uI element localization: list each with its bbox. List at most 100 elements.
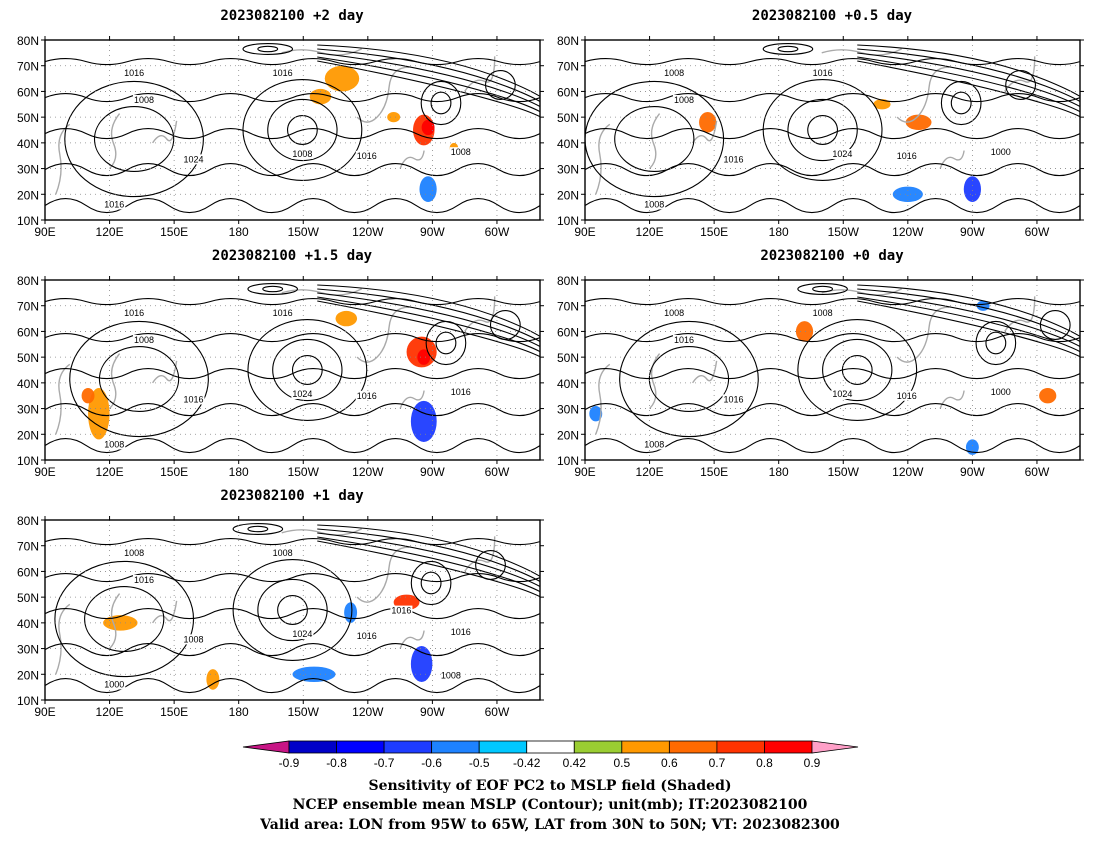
- lon-tick-label: 180: [229, 705, 249, 719]
- lon-tick-label: 120W: [352, 705, 384, 719]
- lat-tick-label: 10N: [17, 694, 39, 708]
- contour-label: 1016: [357, 391, 377, 401]
- contour-label: 1016: [273, 308, 293, 318]
- lon-tick-label: 90W: [420, 225, 445, 239]
- sensitivity-shade: [589, 406, 603, 422]
- panel-plus0-5-day: 2023082100 +0.5 day 1008 1008 1016 1016 1024…: [557, 8, 1084, 239]
- contour-label: 1024: [832, 149, 852, 159]
- colorbar-label: -0.8: [326, 756, 347, 770]
- contour-label: 1008: [664, 68, 684, 78]
- map-area: 1008 1008 1016 1016 1024 1016 1000 1008: [585, 40, 1080, 220]
- contour-label: 1000: [104, 679, 124, 689]
- colorbar-box: [621, 740, 670, 754]
- sensitivity-shade: [905, 114, 932, 130]
- map-frame: [584, 279, 1081, 461]
- sensitivity-shade: [417, 349, 431, 365]
- lat-tick-label: 20N: [17, 188, 39, 202]
- lon-tick-label: 60W: [1025, 465, 1050, 479]
- lat-tick-label: 10N: [557, 454, 579, 468]
- contour-label: 1024: [292, 629, 312, 639]
- contour-label: 1016: [723, 394, 743, 404]
- lon-tick-label: 120W: [352, 465, 384, 479]
- colorbar-box: [526, 740, 575, 754]
- colorbar-label: -0.9: [279, 756, 300, 770]
- sensitivity-shade: [410, 400, 437, 442]
- lat-tick-label: 80N: [17, 34, 39, 48]
- map-frame: [44, 519, 541, 701]
- lat-tick-label: 50N: [17, 591, 39, 605]
- contour-label: 1008: [813, 308, 833, 318]
- colorbar-box: [573, 740, 623, 754]
- contour-label: 1016: [674, 335, 694, 345]
- colorbar-box: [431, 740, 480, 754]
- panel-title: 2023082100 +0.5 day: [752, 8, 913, 24]
- contour-label: 1008: [134, 95, 154, 105]
- footer-line-3: Valid area: LON from 95W to 65W, LAT fro…: [259, 817, 840, 833]
- sensitivity-shade: [421, 119, 435, 136]
- lon-tick-label: 90W: [960, 225, 985, 239]
- contour-label: 1008: [674, 95, 694, 105]
- lon-tick-label: 120W: [892, 225, 924, 239]
- lat-tick-label: 50N: [17, 111, 39, 125]
- footer-line-2: NCEP ensemble mean MSLP (Contour); unit(…: [293, 797, 808, 813]
- lon-tick-label: 120E: [636, 465, 664, 479]
- lat-tick-label: 50N: [557, 351, 579, 365]
- colorbar-label: -0.6: [421, 756, 442, 770]
- sensitivity-shade: [963, 176, 981, 202]
- contour-label: 1016: [813, 68, 833, 78]
- lon-tick-label: 150W: [288, 225, 320, 239]
- contour-label: 1008: [124, 548, 144, 558]
- lon-tick-label: 60W: [485, 465, 510, 479]
- colorbar-box: [764, 740, 813, 754]
- colorbar-label: 0.9: [804, 756, 821, 770]
- colorbar-box: [336, 740, 385, 754]
- lon-tick-label: 120E: [96, 705, 124, 719]
- contour-label: 1016: [391, 606, 411, 616]
- lon-tick-label: 90W: [420, 465, 445, 479]
- colorbar-label: -0.42: [513, 756, 541, 770]
- contour-label: 1016: [273, 68, 293, 78]
- sensitivity-shade: [1039, 388, 1057, 404]
- lon-tick-label: 150W: [288, 465, 320, 479]
- lon-tick-label: 120E: [96, 465, 124, 479]
- sensitivity-shade: [309, 88, 332, 105]
- lon-tick-label: 90E: [34, 705, 55, 719]
- contour-label: 1024: [292, 389, 312, 399]
- map-area: 1008 1016 1008 1008 1024 1016 1016 1000 1016 1008: [45, 520, 540, 700]
- contour-label: 1016: [183, 394, 203, 404]
- colorbar-right-arrow: [811, 740, 859, 754]
- lon-tick-label: 150W: [288, 705, 320, 719]
- lon-tick-label: 150W: [828, 225, 860, 239]
- lon-tick-label: 180: [769, 225, 789, 239]
- lat-tick-label: 20N: [557, 428, 579, 442]
- lat-tick-label: 80N: [557, 274, 579, 288]
- lat-tick-label: 30N: [17, 403, 39, 417]
- contour-label: 1016: [357, 151, 377, 161]
- sensitivity-shade: [419, 176, 437, 202]
- lat-tick-label: 10N: [17, 214, 39, 228]
- map-frame: [44, 279, 541, 461]
- lat-tick-label: 70N: [17, 300, 39, 314]
- panel-title: 2023082100 +0 day: [760, 248, 904, 264]
- lat-tick-label: 50N: [557, 111, 579, 125]
- lat-tick-label: 60N: [17, 565, 39, 579]
- colorbar-label: 0.42: [563, 756, 587, 770]
- sensitivity-shade: [873, 99, 891, 110]
- contour-label: 1008: [664, 308, 684, 318]
- map-area: 1016 1008 1016 1016 1024 1016 1016 1008: [45, 280, 540, 460]
- lat-tick-label: 30N: [557, 163, 579, 177]
- lon-tick-label: 120W: [892, 465, 924, 479]
- coastline: [55, 288, 496, 435]
- coastline: [595, 48, 1036, 195]
- lat-tick-label: 60N: [17, 325, 39, 339]
- contour-label: 1000: [991, 147, 1011, 157]
- lon-tick-label: 60W: [1025, 225, 1050, 239]
- sensitivity-shade: [699, 112, 717, 133]
- lon-tick-label: 60W: [485, 225, 510, 239]
- lon-tick-label: 90E: [574, 465, 595, 479]
- colorbar-box: [716, 740, 765, 754]
- lat-tick-label: 60N: [557, 325, 579, 339]
- lat-tick-label: 80N: [17, 514, 39, 528]
